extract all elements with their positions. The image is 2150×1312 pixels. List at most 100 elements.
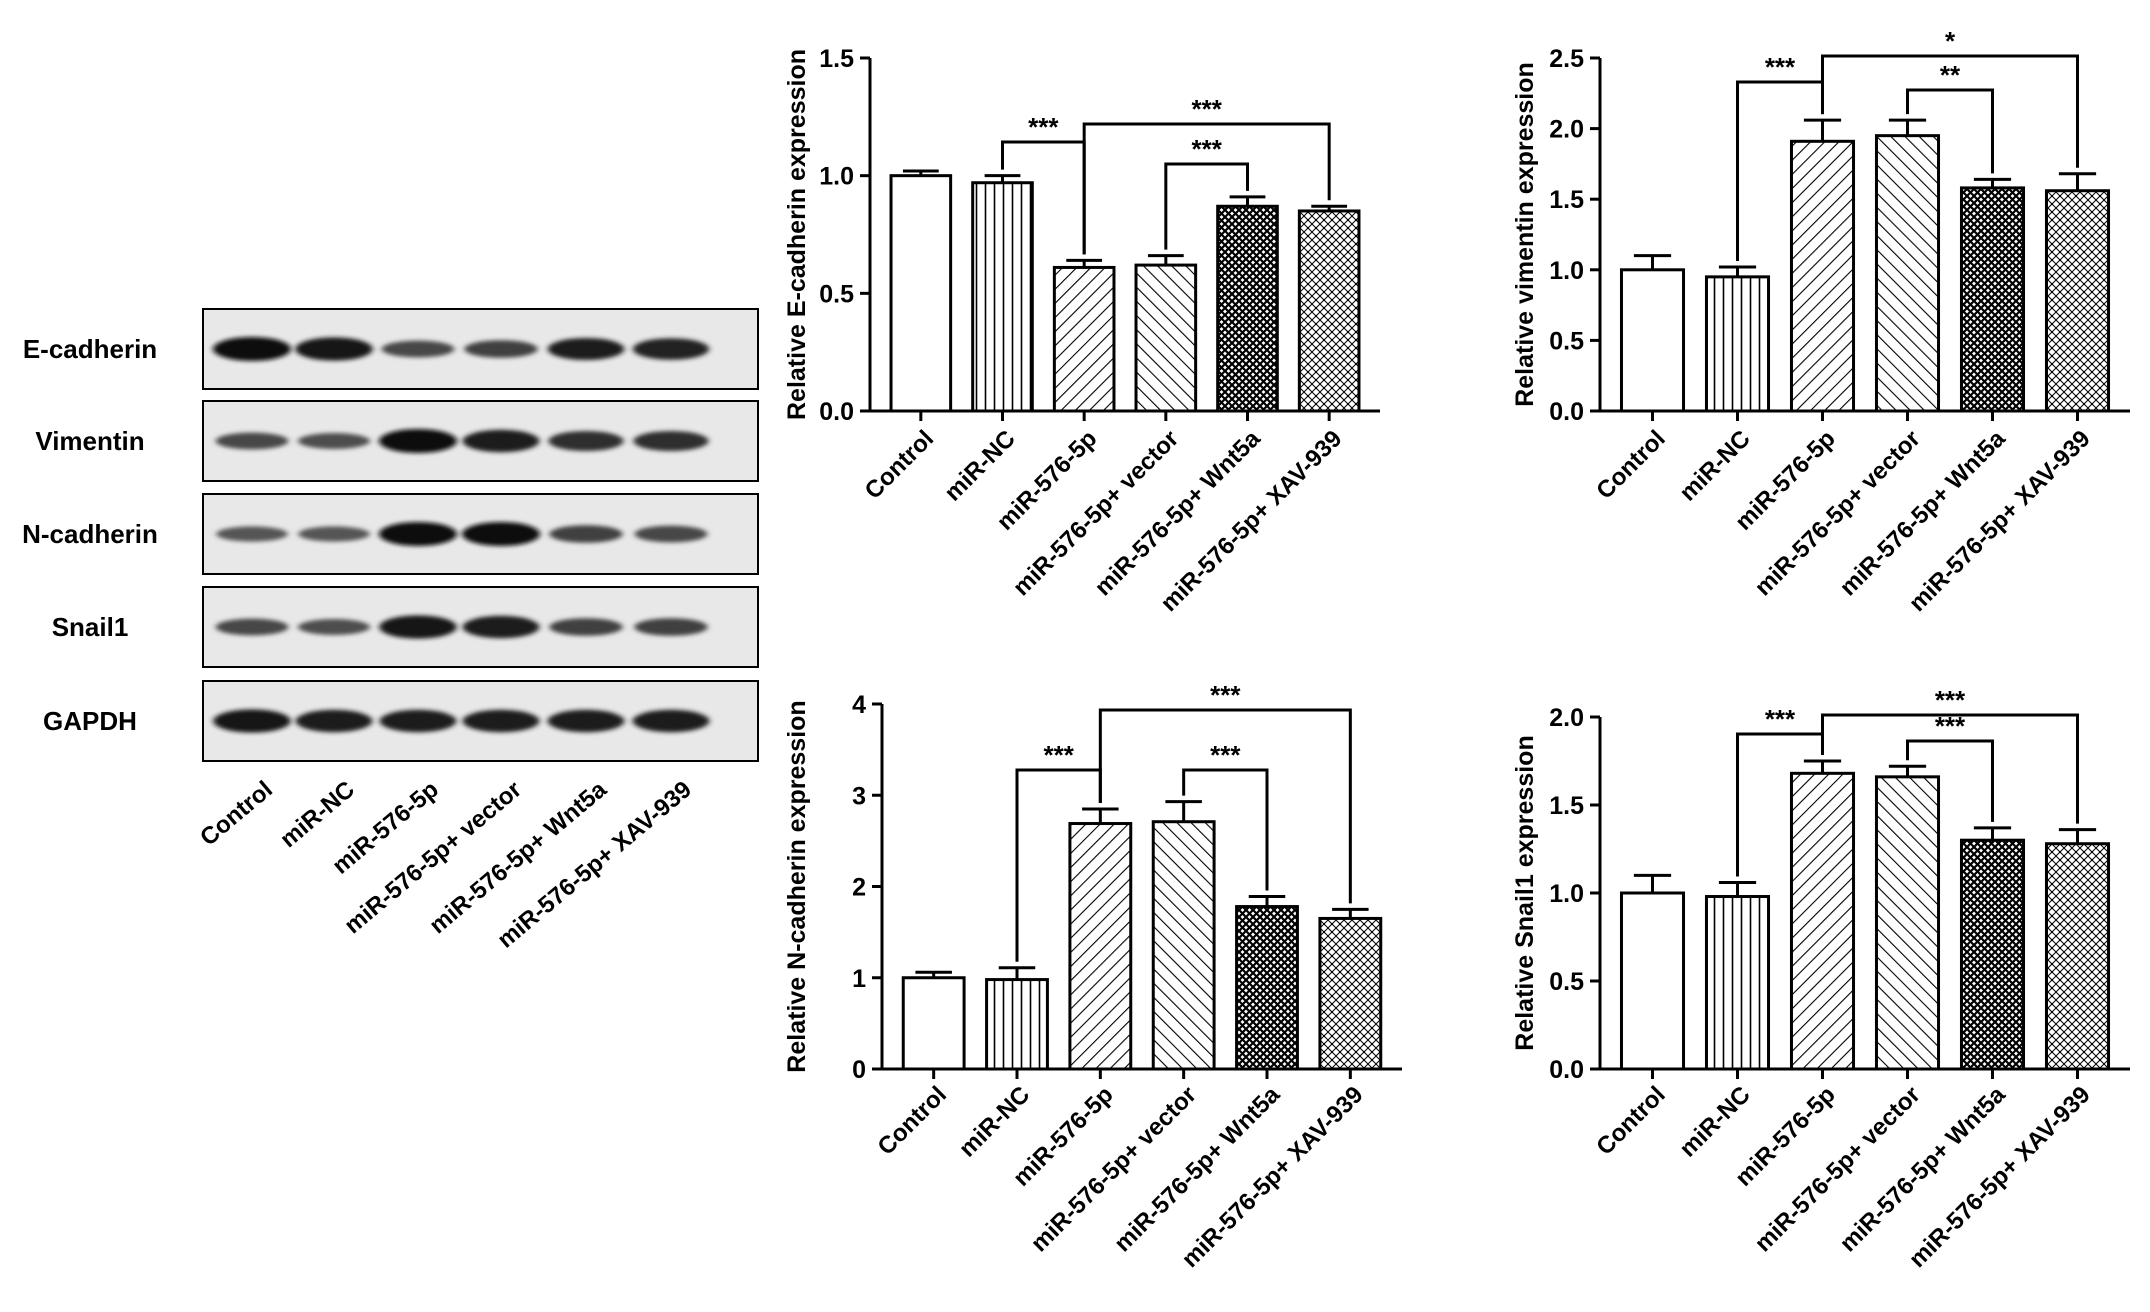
significance-label: *** [1765,704,1796,734]
y-tick-label: 0.5 [1549,327,1584,355]
bar-mir-576-5p [1068,822,1133,1071]
y-tick-label: 2.0 [1549,704,1584,732]
band-gapdh-lane-1 [213,709,291,733]
band-label-gapdh: GAPDH [43,706,137,736]
band-vimentin-lane-6 [633,431,709,451]
vimentin-bar-chart: 0.0 0.5 1.0 1.5 2.0 2.5 Relative vimentin expr… [1511,26,2130,617]
band-gapdh-lane-6 [632,709,710,733]
y-tick-label: 0.0 [1549,1056,1584,1084]
y-tick-label: 3 [852,782,866,810]
band-e-cadherin-lane-6 [632,338,710,360]
significance-label: *** [1935,685,1966,715]
bar-mir-nc [971,181,1034,413]
band-vimentin-lane-5 [548,431,624,451]
significance-bracket [1164,162,1249,250]
bar-mir-nc [985,978,1049,1071]
bar-mir-576-5p-vector [1874,775,1941,1071]
y-tick-label: 2 [852,874,866,902]
band-gapdh-lane-2 [295,709,373,733]
band-n-cadherin-lane-3 [379,522,457,546]
band-label-n-cadherin: N-cadherin [22,519,158,549]
y-tick-label: 1.5 [1549,792,1584,820]
bar-mir-576-5p-wnt5a [1216,204,1279,413]
western-blot-panel: E-cadherin Vimentin N-cadherin Snail1 GAPDH C… [22,308,759,954]
y-tick-label: 0.5 [1549,968,1584,996]
x-tick-label-mir-576-5p-vector: miR-576-5p+ vector [1750,425,1926,601]
bar-control [889,174,953,413]
significance-label: *** [1028,112,1059,142]
band-e-cadherin-lane-2 [295,337,373,361]
bar-mir-nc [1704,895,1771,1071]
significance-label: *** [1210,740,1241,770]
x-tick-label-mir-nc: miR-NC [1674,1081,1755,1162]
significance-label: * [1945,26,1956,56]
band-vimentin-lane-2 [297,433,371,449]
x-tick-label-mir-nc: miR-NC [939,425,1020,506]
x-tick-label-mir-576-5p-wnt5a: miR-576-5p+ Wnt5a [1835,1081,2012,1258]
band-snail1-lane-1 [215,618,289,636]
x-tick-label-mir-576-5p-vector: miR-576-5p+ vector [1026,1081,1202,1257]
band-e-cadherin-lane-3 [381,340,455,358]
y-tick-label: 0 [852,1056,866,1084]
y-tick-label: 1.5 [1549,186,1584,214]
band-e-cadherin-lane-5 [547,337,625,361]
y-tick-label: 0.5 [819,280,854,308]
significance-bracket [1821,713,2079,824]
bar-mir-576-5p-xav-939 [2044,842,2111,1071]
x-tick-label-mir-576-5p-wnt5a: miR-576-5p+ Wnt5a [1109,1081,1286,1258]
n-cadherin-bar-chart: 0 1 2 3 4 Relative N-cadherin expression Contr… [783,680,1402,1273]
x-tick-label-control: Control [872,1081,951,1160]
y-tick-label: 0.0 [819,398,854,426]
y-tick-label: 1.5 [819,45,854,73]
significance-label: *** [1191,94,1222,124]
significance-bracket [1906,739,1994,822]
band-label-snail1: Snail1 [52,612,129,642]
band-n-cadherin-lane-5 [549,525,623,543]
significance-label: *** [1765,52,1796,82]
bar-mir-nc [1704,275,1771,413]
y-tick-label: 2.0 [1549,116,1584,144]
band-snail1-lane-3 [379,615,457,639]
band-snail1-lane-2 [297,619,371,635]
band-vimentin-lane-4 [462,429,540,453]
significance-bracket [1821,54,2079,168]
band-n-cadherin-lane-1 [216,526,288,542]
bar-mir-576-5p-wnt5a [1959,838,2026,1071]
y-tick-label: 2.5 [1549,45,1584,73]
y-axis-label: Relative vimentin expression [1511,62,1539,407]
bar-mir-576-5p-xav-939 [2044,189,2111,413]
x-tick-label-control: Control [860,425,939,504]
bar-control [901,976,966,1071]
bar-mir-576-5p-vector [1151,820,1216,1071]
significance-label: ** [1940,60,1961,90]
x-tick-label-mir-nc: miR-NC [1674,425,1755,506]
significance-label: *** [1210,680,1241,710]
band-n-cadherin-lane-2 [298,526,370,542]
y-tick-label: 1.0 [1549,880,1584,908]
y-axis-label: Relative Snail1 expression [1511,735,1539,1050]
band-vimentin-lane-1 [215,432,289,450]
bar-mir-576-5p-xav-939 [1297,209,1361,413]
band-label-vimentin: Vimentin [35,426,144,456]
band-n-cadherin-lane-6 [634,525,708,543]
band-vimentin-lane-3 [379,429,457,453]
bar-mir-576-5p-vector [1874,134,1941,413]
lane-label-control: Control [195,776,278,852]
band-e-cadherin-lane-1 [213,337,291,361]
x-tick-label-control: Control [1591,1081,1670,1160]
band-gapdh-lane-3 [379,709,457,733]
e-cadherin-bar-chart: 0.0 0.5 1.0 1.5 Relative E-cadherin expressi… [783,45,1380,617]
x-tick-label-mir-576-5p-wnt5a: miR-576-5p+ Wnt5a [1835,425,2012,602]
bar-mir-576-5p [1052,265,1116,413]
bar-mir-576-5p-wnt5a [1235,905,1299,1071]
y-tick-label: 1 [852,965,866,993]
bar-mir-576-5p [1789,771,1856,1071]
band-gapdh-lane-4 [462,709,540,733]
bar-mir-576-5p-vector [1134,263,1198,413]
band-n-cadherin-lane-4 [462,522,540,546]
y-axis-label: Relative E-cadherin expression [783,49,811,420]
bar-control [1619,891,1686,1071]
band-gapdh-lane-5 [547,709,625,733]
significance-label: *** [1191,134,1222,164]
